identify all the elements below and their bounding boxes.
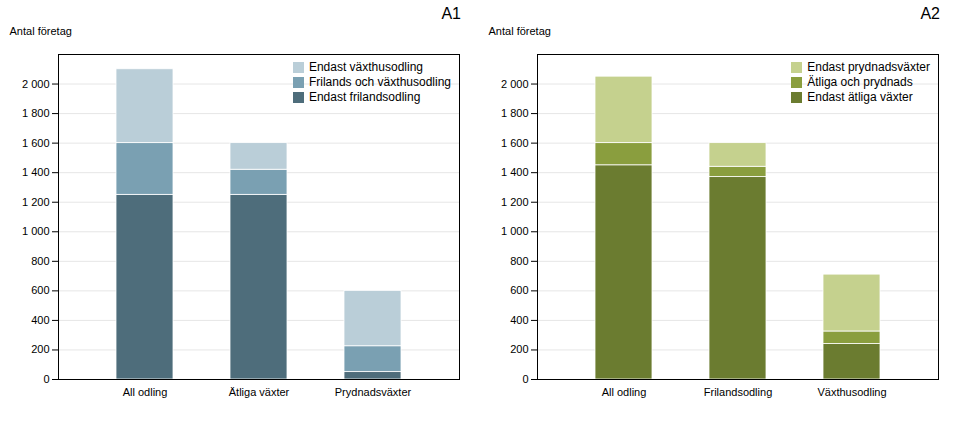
svg-text:2 000: 2 000 (501, 78, 529, 90)
svg-text:1 600: 1 600 (22, 137, 50, 149)
svg-text:2 000: 2 000 (22, 78, 50, 90)
svg-text:1 600: 1 600 (501, 137, 529, 149)
svg-text:0: 0 (43, 373, 49, 385)
svg-text:1 200: 1 200 (22, 196, 50, 208)
svg-text:1 400: 1 400 (501, 166, 529, 178)
svg-text:200: 200 (31, 343, 49, 355)
html-text:A1: A1 (441, 5, 461, 22)
svg-text:1 000: 1 000 (501, 225, 529, 237)
html-text:Frilands och växthusodling: Frilands och växthusodling (308, 75, 451, 89)
svg-text:1 800: 1 800 (22, 107, 50, 119)
svg-text:400: 400 (31, 314, 49, 326)
html-text:A2: A2 (920, 5, 940, 22)
svg-text:Ätliga växter: Ätliga växter (229, 386, 290, 398)
svg-text:Antal företag: Antal företag (489, 25, 551, 37)
svg-text:1 200: 1 200 (501, 196, 529, 208)
svg-text:Växthusodling: Växthusodling (817, 386, 886, 398)
html-text:Ätliga och prydnads: Ätliga och prydnads (807, 75, 913, 89)
svg-text:1 400: 1 400 (22, 166, 50, 178)
html-text:Endast frilandsodling: Endast frilandsodling (308, 90, 421, 104)
svg-text:Antal företag: Antal företag (10, 25, 72, 37)
svg-text:Prydnadsväxter: Prydnadsväxter (335, 386, 412, 398)
html-text:Endast prydnadsväxter: Endast prydnadsväxter (807, 60, 930, 74)
svg-text:1 000: 1 000 (22, 225, 50, 237)
html-text:Endast växthusodling: Endast växthusodling (308, 60, 423, 74)
svg-text:All odling: All odling (123, 386, 168, 398)
svg-text:Frilandsodling: Frilandsodling (704, 386, 772, 398)
svg-text:400: 400 (510, 314, 528, 326)
svg-text:600: 600 (31, 284, 49, 296)
svg-text:1 800: 1 800 (501, 107, 529, 119)
svg-text:600: 600 (510, 284, 528, 296)
svg-text:800: 800 (510, 255, 528, 267)
svg-text:All odling: All odling (602, 386, 647, 398)
svg-text:200: 200 (510, 343, 528, 355)
svg-text:0: 0 (522, 373, 528, 385)
svg-text:800: 800 (31, 255, 49, 267)
html-text:Endast ätliga växter: Endast ätliga växter (807, 90, 913, 104)
